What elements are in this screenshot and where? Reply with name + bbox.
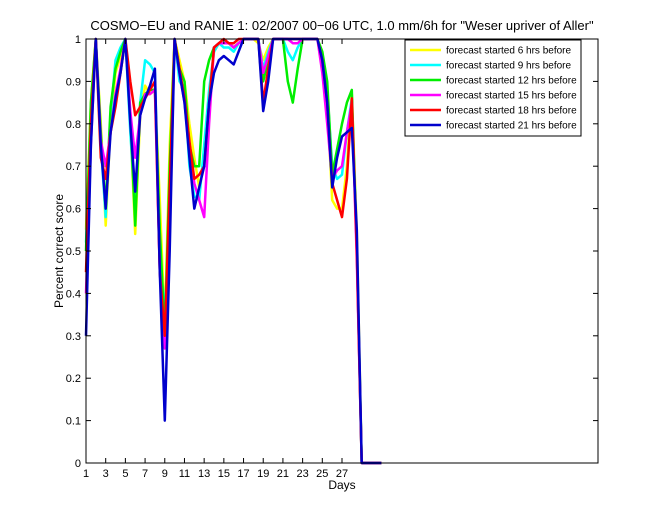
- x-tick-label: 25: [316, 468, 328, 480]
- x-tick-label: 23: [296, 468, 308, 480]
- y-tick-label: 0.3: [66, 331, 81, 343]
- series-line-6: [84, 37, 382, 465]
- series-lines: [84, 37, 382, 465]
- legend-label-5: forecast started 18 hrs before: [446, 106, 577, 117]
- x-tick-label: 27: [336, 468, 348, 480]
- y-tick-label: 1: [75, 34, 81, 46]
- x-tick-label: 21: [277, 468, 289, 480]
- legend-label-4: forecast started 15 hrs before: [446, 91, 577, 102]
- x-tick-label: 15: [218, 468, 230, 480]
- legend-label-3: forecast started 12 hrs before: [446, 76, 577, 87]
- x-tick-label: 1: [83, 468, 89, 480]
- x-tick-label: 3: [103, 468, 109, 480]
- y-tick-label: 0.1: [66, 416, 81, 428]
- y-tick-label: 0.9: [66, 76, 81, 88]
- chart-title: COSMO−EU and RANIE 1: 02/2007 00−06 UTC,…: [90, 18, 594, 33]
- legend-label-1: forecast started 6 hrs before: [446, 46, 572, 57]
- legend: forecast started 6 hrs before forecast st…: [404, 39, 582, 137]
- y-tick-label: 0.7: [66, 161, 81, 173]
- legend-box: [404, 39, 582, 137]
- x-tick-label: 5: [122, 468, 128, 480]
- x-axis-label: Days: [328, 478, 355, 492]
- y-tick-label: 0.4: [66, 288, 81, 300]
- y-tick-label: 0.8: [66, 119, 81, 131]
- x-tick-label: 13: [198, 468, 210, 480]
- legend-label-2: forecast started 9 hrs before: [446, 61, 572, 72]
- y-tick-label: 0.6: [66, 204, 81, 216]
- axis-ticks: 1 3 5 7 9 11 13 15 17 19 21 23 25 2700.10.20.30.40.50…: [66, 34, 598, 480]
- y-axis-label: Percent correct score: [52, 194, 66, 308]
- y-tick-label: 0.2: [66, 373, 81, 385]
- x-tick-label: 19: [257, 468, 269, 480]
- y-tick-label: 0.5: [66, 246, 81, 258]
- x-tick-label: 9: [162, 468, 168, 480]
- x-tick-label: 7: [142, 468, 148, 480]
- x-tick-label: 17: [237, 468, 249, 480]
- legend-label-6: forecast started 21 hrs before: [446, 121, 577, 132]
- x-tick-label: 11: [179, 468, 190, 480]
- y-tick-label: 0: [75, 458, 81, 470]
